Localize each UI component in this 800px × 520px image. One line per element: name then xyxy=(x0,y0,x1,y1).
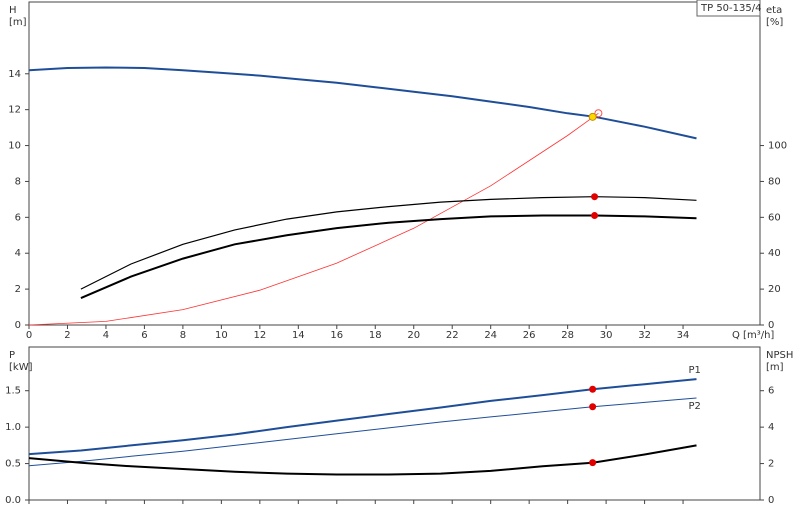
plot-frame xyxy=(28,346,761,501)
y-tick-label: 12 xyxy=(8,105,21,116)
duty-point xyxy=(588,112,597,121)
x-tick-label: 26 xyxy=(523,330,536,341)
y-axis-unit: [m] xyxy=(9,17,27,28)
y-tick-label: 14 xyxy=(8,69,21,80)
curve xyxy=(28,66,697,140)
legend-box xyxy=(696,0,761,17)
y-tick-label: 0 xyxy=(15,320,21,331)
y2-tick-label: 2 xyxy=(768,459,774,470)
y-tick-label: 8 xyxy=(15,176,21,187)
duty-point xyxy=(591,193,599,201)
y2-axis-unit: [m] xyxy=(766,362,784,373)
x-tick-label: 0 xyxy=(26,330,32,341)
y-axis-label: H xyxy=(9,5,17,16)
x-tick-label: 2 xyxy=(64,330,70,341)
x-tick-label: 32 xyxy=(638,330,651,341)
x-tick-label: 22 xyxy=(446,330,459,341)
x-tick-label: 14 xyxy=(292,330,305,341)
x-tick-label: 12 xyxy=(253,330,266,341)
x-tick-label: 34 xyxy=(677,330,690,341)
y2-tick-label: 20 xyxy=(768,284,781,295)
curve xyxy=(28,397,697,467)
y-tick-label: 4 xyxy=(15,248,21,259)
curve xyxy=(80,196,697,290)
y2-tick-label: 0 xyxy=(768,320,774,331)
y-tick-label: 0.5 xyxy=(5,459,21,470)
series-label: P1 xyxy=(689,365,701,376)
y2-tick-label: 40 xyxy=(768,248,781,259)
y-tick-label: 0.0 xyxy=(5,495,21,506)
series-label: P2 xyxy=(689,401,701,412)
duty-point xyxy=(591,212,599,220)
x-axis-label: Q [m³/h] xyxy=(732,330,774,341)
y-tick-label: 6 xyxy=(15,212,21,223)
x-tick-label: 24 xyxy=(484,330,497,341)
x-tick-label: 30 xyxy=(600,330,613,341)
y2-tick-label: 6 xyxy=(768,386,774,397)
duty-point xyxy=(589,403,597,411)
y2-tick-label: 4 xyxy=(768,422,774,433)
x-tick-label: 8 xyxy=(180,330,186,341)
y-axis-unit: [kW] xyxy=(9,362,33,373)
x-tick-label: 4 xyxy=(103,330,109,341)
y2-tick-label: 0 xyxy=(768,495,774,506)
x-tick-label: 18 xyxy=(369,330,382,341)
x-tick-label: 10 xyxy=(215,330,228,341)
curve xyxy=(28,378,697,456)
y2-axis-unit: [%] xyxy=(766,17,783,28)
y-tick-label: 10 xyxy=(8,141,21,152)
legend-title: TP 50-135/4 xyxy=(700,3,761,14)
y2-tick-label: 100 xyxy=(768,141,787,152)
x-tick-label: 20 xyxy=(407,330,420,341)
y2-axis-label: NPSH xyxy=(766,350,793,361)
curve xyxy=(28,444,697,476)
y2-tick-label: 80 xyxy=(768,176,781,187)
x-tick-label: 28 xyxy=(561,330,574,341)
y2-axis-label: eta xyxy=(766,5,782,16)
duty-point xyxy=(589,385,597,393)
duty-point xyxy=(589,459,597,467)
x-tick-label: 16 xyxy=(330,330,343,341)
y-axis-label: P xyxy=(9,350,15,361)
y-tick-label: 1.5 xyxy=(5,386,21,397)
duty-point xyxy=(594,109,603,118)
y-tick-label: 2 xyxy=(15,284,21,295)
curve xyxy=(80,214,697,300)
curve xyxy=(28,112,599,326)
x-tick-label: 6 xyxy=(141,330,147,341)
y-tick-label: 1.0 xyxy=(5,422,21,433)
y2-tick-label: 60 xyxy=(768,212,781,223)
plot-frame xyxy=(28,1,761,326)
